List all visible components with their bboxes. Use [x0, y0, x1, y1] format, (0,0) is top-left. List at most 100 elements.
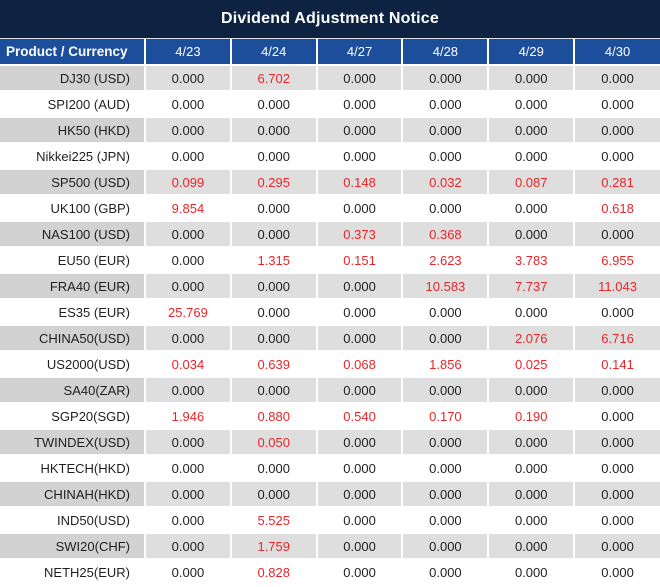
value-cell: 0.000	[488, 559, 576, 586]
value-cell: 0.151	[316, 247, 404, 274]
value-cell: 0.000	[145, 325, 232, 352]
value-cell: 0.000	[402, 195, 490, 222]
value-cell: 0.000	[574, 507, 660, 534]
value-cell: 0.000	[488, 533, 576, 560]
table-row: FRA40 (EUR) 0.000 0.000 0.000 10.583 7.737 11.…	[0, 273, 660, 300]
value-cell: 6.702	[230, 65, 318, 92]
value-cell: 0.000	[316, 91, 404, 118]
value-cell: 9.854	[145, 195, 232, 222]
value-cell: 0.000	[402, 65, 490, 92]
value-cell: 0.639	[230, 351, 318, 378]
value-cell: 0.000	[145, 455, 232, 482]
value-cell: 0.000	[402, 143, 490, 170]
value-cell: 0.000	[574, 377, 660, 404]
table-row: IND50(USD) 0.000 5.525 0.000 0.000 0.000 0.000	[0, 507, 660, 534]
table-row: UK100 (GBP) 9.854 0.000 0.000 0.000 0.000 0.61…	[0, 195, 660, 222]
value-cell: 0.000	[230, 325, 318, 352]
value-cell: 0.000	[574, 117, 660, 144]
dividend-table: Product / Currency 4/23 4/24 4/27 4/28 4/29 4…	[0, 39, 660, 586]
table-row: CHINAH(HKD) 0.000 0.000 0.000 0.000 0.000 0.00…	[0, 481, 660, 508]
value-cell: 2.623	[402, 247, 490, 274]
table-row: US2000(USD) 0.034 0.639 0.068 1.856 0.025 0.14…	[0, 351, 660, 378]
product-cell: SP500 (USD)	[0, 169, 146, 196]
value-cell: 0.000	[230, 455, 318, 482]
product-cell: NAS100 (USD)	[0, 221, 146, 248]
product-cell: HKTECH(HKD)	[0, 455, 146, 482]
table-row: SPI200 (AUD) 0.000 0.000 0.000 0.000 0.000 0.0…	[0, 91, 660, 118]
value-cell: 0.068	[316, 351, 404, 378]
table-row: SGP20(SGD) 1.946 0.880 0.540 0.170 0.190 0.000	[0, 403, 660, 430]
value-cell: 0.000	[316, 65, 404, 92]
value-cell: 0.000	[488, 221, 576, 248]
table-row: SWI20(CHF) 0.000 1.759 0.000 0.000 0.000 0.000	[0, 533, 660, 560]
value-cell: 1.856	[402, 351, 490, 378]
value-cell: 0.000	[488, 377, 576, 404]
value-cell: 0.000	[230, 299, 318, 326]
product-cell: DJ30 (USD)	[0, 65, 146, 92]
value-cell: 0.000	[230, 273, 318, 300]
value-cell: 0.000	[145, 143, 232, 170]
value-cell: 0.000	[145, 481, 232, 508]
value-cell: 5.525	[230, 507, 318, 534]
value-cell: 0.000	[316, 507, 404, 534]
page-title: Dividend Adjustment Notice	[0, 0, 660, 39]
table-row: HKTECH(HKD) 0.000 0.000 0.000 0.000 0.000 0.00…	[0, 455, 660, 482]
value-cell: 0.000	[574, 533, 660, 560]
value-cell: 6.955	[574, 247, 660, 274]
value-cell: 0.000	[488, 65, 576, 92]
value-cell: 0.000	[145, 91, 232, 118]
value-cell: 0.000	[230, 91, 318, 118]
table-row: NAS100 (USD) 0.000 0.000 0.373 0.368 0.000 0.0…	[0, 221, 660, 248]
value-cell: 0.141	[574, 351, 660, 378]
value-cell: 0.000	[488, 429, 576, 456]
value-cell: 0.000	[488, 195, 576, 222]
value-cell: 0.000	[145, 377, 232, 404]
value-cell: 0.000	[402, 91, 490, 118]
value-cell: 0.000	[402, 377, 490, 404]
value-cell: 10.583	[402, 273, 490, 300]
value-cell: 0.000	[145, 247, 232, 274]
value-cell: 1.315	[230, 247, 318, 274]
table-row: Nikkei225 (JPN) 0.000 0.000 0.000 0.000 0.000…	[0, 143, 660, 170]
value-cell: 0.000	[230, 143, 318, 170]
value-cell: 0.000	[145, 273, 232, 300]
value-cell: 0.000	[316, 273, 404, 300]
value-cell: 6.716	[574, 325, 660, 352]
value-cell: 0.000	[488, 143, 576, 170]
value-cell: 0.000	[316, 559, 404, 586]
value-cell: 0.000	[145, 117, 232, 144]
value-cell: 11.043	[574, 273, 660, 300]
value-cell: 0.880	[230, 403, 318, 430]
table-row: SP500 (USD) 0.099 0.295 0.148 0.032 0.087 0.28…	[0, 169, 660, 196]
value-cell: 0.000	[145, 429, 232, 456]
value-cell: 0.000	[574, 221, 660, 248]
value-cell: 0.000	[145, 221, 232, 248]
value-cell: 0.000	[316, 481, 404, 508]
product-cell: CHINA50(USD)	[0, 325, 146, 352]
value-cell: 1.759	[230, 533, 318, 560]
value-cell: 0.000	[316, 533, 404, 560]
table-row: HK50 (HKD) 0.000 0.000 0.000 0.000 0.000 0.000	[0, 117, 660, 144]
value-cell: 0.000	[402, 325, 490, 352]
table-row: DJ30 (USD) 0.000 6.702 0.000 0.000 0.000 0.000	[0, 65, 660, 92]
value-cell: 0.050	[230, 429, 318, 456]
product-cell: NETH25(EUR)	[0, 559, 146, 586]
value-cell: 0.000	[488, 507, 576, 534]
value-cell: 0.000	[145, 533, 232, 560]
value-cell: 0.000	[574, 455, 660, 482]
value-cell: 0.099	[145, 169, 232, 196]
value-cell: 1.946	[145, 403, 232, 430]
value-cell: 0.000	[145, 65, 232, 92]
value-cell: 0.000	[402, 533, 490, 560]
value-cell: 7.737	[488, 273, 576, 300]
value-cell: 0.032	[402, 169, 490, 196]
column-header-date: 4/23	[145, 39, 232, 66]
value-cell: 0.000	[316, 299, 404, 326]
column-header-product: Product / Currency	[0, 39, 146, 66]
value-cell: 0.000	[402, 299, 490, 326]
value-cell: 0.148	[316, 169, 404, 196]
value-cell: 0.190	[488, 403, 576, 430]
column-header-date: 4/30	[574, 39, 660, 66]
column-header-date: 4/29	[488, 39, 576, 66]
